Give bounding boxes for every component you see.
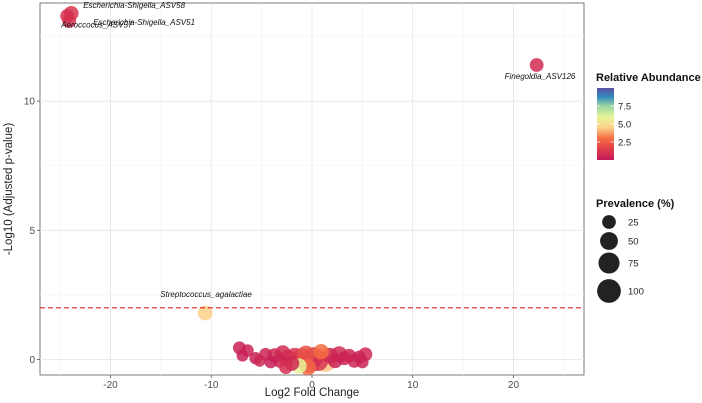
labeled-data-point [197,305,213,321]
size-legend-circle [597,279,621,303]
x-tick-label: 10 [407,380,419,391]
data-point [313,344,329,360]
color-legend-bar [597,88,614,160]
color-legend-label: 5.0 [618,120,631,131]
data-points [60,5,544,375]
x-axis-title: Log2 Fold Change [265,387,360,399]
x-tick-label: -10 [204,380,219,391]
y-axis-title: -Log10 (Adjusted p-value) [3,123,15,255]
point-label: Escherichia-Shigella_ASV51 [93,18,195,27]
color-legend-label: 2.5 [618,138,631,149]
size-legend-label: 75 [628,259,639,270]
point-label: Finegoldia_ASV126 [505,72,576,81]
x-tick-label: 0 [309,380,315,391]
grid-lines [40,3,584,375]
size-legend-label: 50 [628,237,639,248]
color-legend-label: 7.5 [618,102,631,113]
axes: -20 -10 0 10 20 0 5 10 [24,97,520,391]
size-legend-label: 100 [628,287,644,298]
data-point [264,355,277,369]
point-label: Aeroccocus_ASV57 [60,20,133,29]
data-point [342,348,356,363]
x-tick-label: 20 [508,380,520,391]
size-legend-circle [600,232,618,250]
color-legend: Relative Abundance 2.5 5.0 7.5 [596,72,701,160]
y-tick-label: 10 [24,97,36,108]
point-label: Escherichia-Shigella_ASV58 [83,1,185,10]
data-point [279,360,293,374]
size-legend: Prevalence (%) 25 50 75 100 [596,198,675,303]
data-point [236,349,249,362]
size-legend-circle [598,252,620,274]
size-legend-label: 25 [628,218,639,229]
data-point [356,355,369,369]
y-tick-label: 0 [29,355,35,366]
size-legend-title: Prevalence (%) [596,198,675,210]
data-point [253,354,266,367]
size-legend-circle [602,215,616,229]
labeled-data-point [529,58,544,72]
color-legend-title: Relative Abundance [596,72,701,84]
y-tick-label: 5 [29,226,35,237]
x-tick-label: -20 [103,380,118,391]
labeled-data-point [62,14,77,29]
point-annotations: Escherichia-Shigella_ASV58 Escherichia-Sh… [60,1,576,299]
point-label: Streptococcus_agalactiae [160,290,252,299]
